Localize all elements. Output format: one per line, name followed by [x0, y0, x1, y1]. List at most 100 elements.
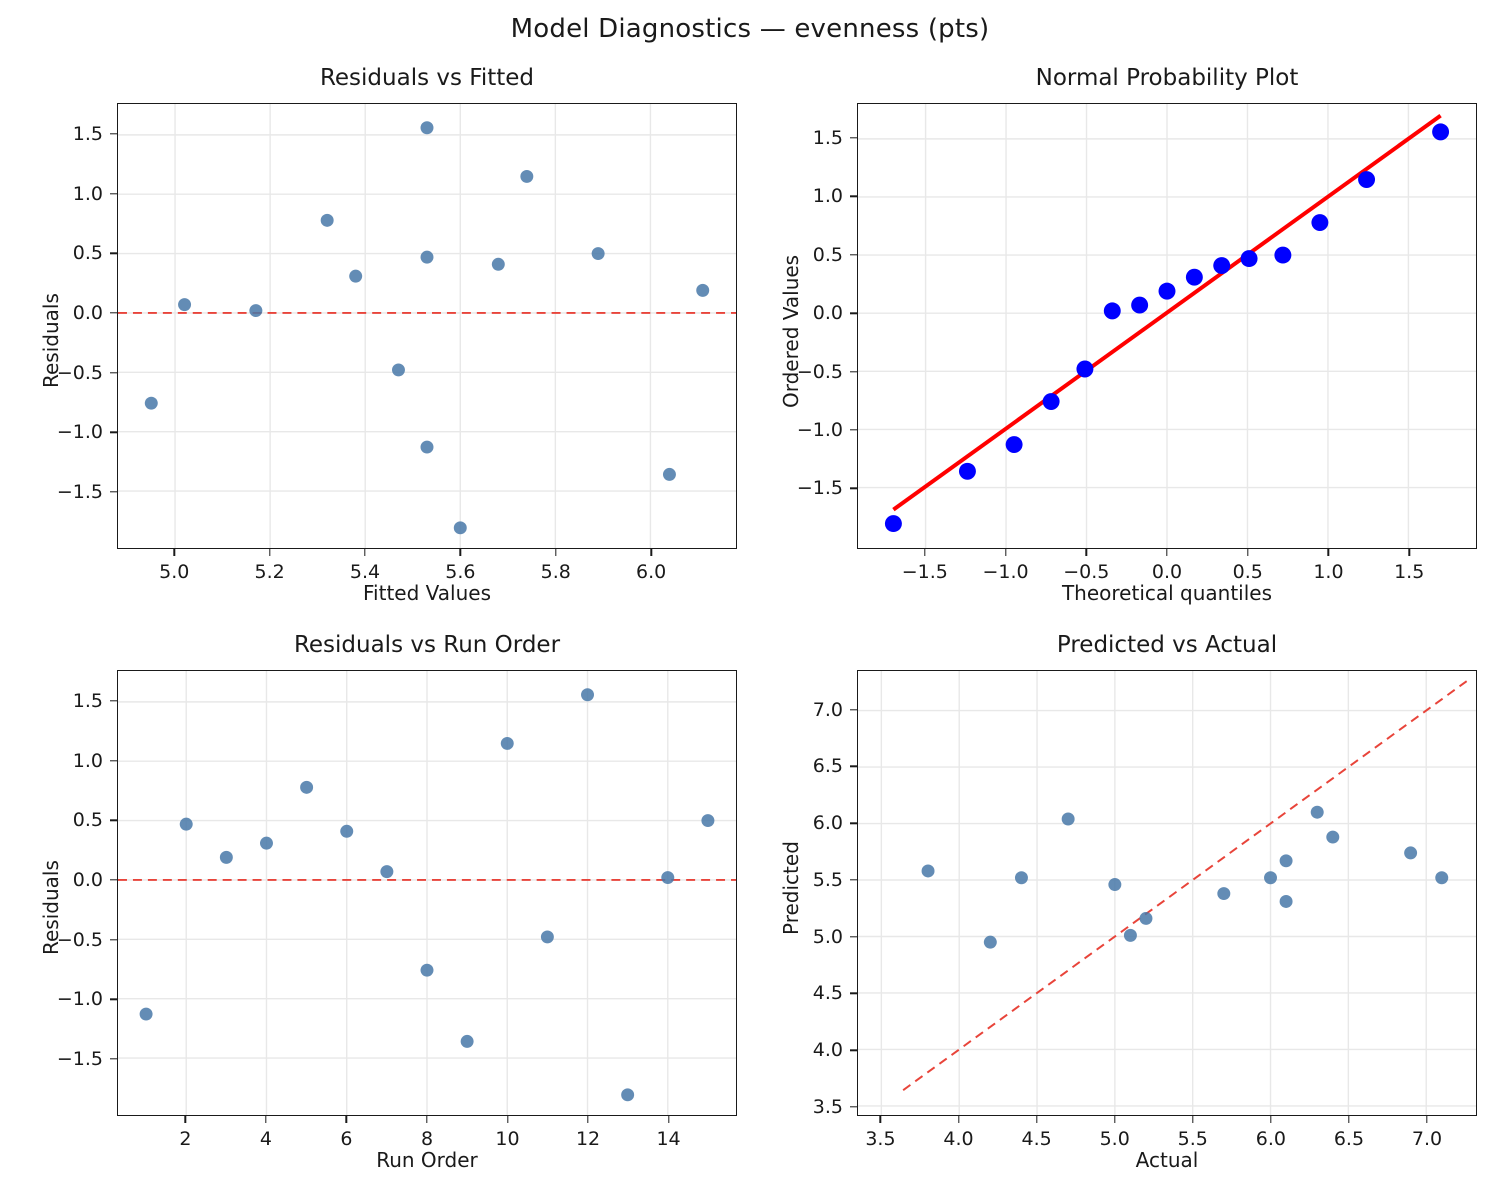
- x-tick-label: 6.0: [636, 561, 667, 583]
- y-tick-label: 0.5: [812, 243, 843, 266]
- y-tick-label: 6.0: [812, 812, 843, 835]
- x-tickmark: [924, 549, 926, 556]
- x-tickmark: [667, 1116, 670, 1123]
- y-tick-label: −1.5: [56, 480, 103, 503]
- y-tick-label: 1.5: [72, 123, 103, 145]
- panel-title-normal-probability-plot: Normal Probability Plot: [1035, 65, 1299, 91]
- panel-title-residuals-vs-fitted: Residuals vs Fitted: [319, 65, 535, 91]
- y-tick-label: −0.5: [56, 361, 103, 384]
- y-tick-label: 0.0: [72, 301, 103, 324]
- plot-canvas-normal-probability-plot: [858, 104, 1476, 548]
- y-tickmark: [850, 709, 857, 711]
- x-tick-label: 6: [340, 1128, 353, 1150]
- y-tickmark: [110, 700, 117, 702]
- y-tickmark: [110, 998, 117, 1000]
- x-tickmark: [1348, 1116, 1350, 1123]
- x-tick-label: 3.5: [865, 1128, 896, 1150]
- axes-normal-probability-plot: [857, 103, 1477, 549]
- y-tick-label: 0.0: [72, 868, 103, 891]
- x-tickmark: [1085, 549, 1087, 556]
- y-tick-label: 5.5: [812, 868, 843, 891]
- y-tick-label: 4.0: [812, 1039, 843, 1062]
- y-tickmark: [110, 371, 117, 374]
- x-tickmark: [587, 1116, 589, 1123]
- x-tickmark: [555, 549, 557, 556]
- y-tickmark: [850, 935, 857, 938]
- y-tick-label: 5.0: [812, 925, 843, 948]
- axes-residuals-vs-fitted: [117, 103, 737, 549]
- x-tickmark: [1192, 1116, 1194, 1123]
- y-tickmark: [110, 431, 117, 433]
- x-tickmark: [184, 1116, 187, 1123]
- y-tickmark: [110, 879, 117, 881]
- x-tickmark: [268, 549, 271, 556]
- y-tick-label: −0.5: [56, 928, 103, 951]
- y-tickmark: [850, 370, 857, 373]
- x-tickmark: [1408, 549, 1410, 556]
- axis-label-actual: Actual: [1135, 1148, 1199, 1172]
- y-tick-label: 1.5: [72, 690, 103, 712]
- axes-predicted-vs-actual: [857, 670, 1477, 1116]
- x-tickmark: [1113, 1116, 1116, 1123]
- x-tick-label: 5.6: [445, 561, 476, 583]
- axis-label-theoretical-quantiles: Theoretical quantiles: [1061, 581, 1273, 605]
- x-tick-label: 5.4: [349, 561, 381, 583]
- panel-residuals-vs-run-order: Residuals vs Run Order Run Order Residua…: [39, 632, 737, 1172]
- x-tick-label: 7.0: [1411, 1128, 1443, 1150]
- x-tick-label: 12: [575, 1128, 601, 1150]
- y-tick-label: −0.5: [796, 360, 843, 383]
- y-tick-label: 0.5: [72, 242, 103, 265]
- y-tickmark: [110, 252, 117, 254]
- x-tickmark: [1035, 1116, 1038, 1123]
- x-tickmark: [364, 549, 366, 556]
- x-tick-label: 5.0: [159, 561, 190, 583]
- x-tick-label: −1.5: [901, 561, 948, 583]
- y-tick-label: 1.0: [72, 749, 103, 772]
- y-tick-label: 1.5: [812, 127, 843, 150]
- y-tick-label: 1.0: [812, 185, 843, 208]
- y-tickmark: [850, 195, 857, 198]
- y-tick-label: 7.0: [812, 698, 843, 721]
- y-tickmark: [110, 192, 117, 195]
- plot-canvas-residuals-vs-fitted: [118, 104, 736, 548]
- x-tick-label: 1.0: [1313, 561, 1344, 583]
- x-tick-label: −1.0: [982, 561, 1029, 583]
- x-tick-label: 14: [656, 1128, 681, 1150]
- y-tick-label: 6.5: [812, 755, 843, 778]
- y-tickmark: [110, 312, 117, 314]
- x-tick-label: 4.0: [943, 1128, 974, 1150]
- x-tickmark: [650, 549, 652, 556]
- panel-residuals-vs-fitted: Residuals vs Fitted Fitted Values Residu…: [39, 65, 737, 605]
- y-tickmark: [850, 254, 857, 256]
- y-tickmark: [850, 1106, 857, 1108]
- y-tickmark: [850, 137, 857, 139]
- x-tickmark: [1247, 549, 1249, 556]
- y-tick-label: −1.5: [56, 1047, 103, 1070]
- plot-canvas-residuals-vs-run-order: [118, 671, 736, 1115]
- x-tickmark: [506, 1116, 509, 1123]
- x-tickmark: [426, 1116, 428, 1123]
- y-tickmark: [850, 1049, 857, 1051]
- y-tickmark: [850, 312, 857, 314]
- y-tick-label: 1.0: [72, 182, 103, 205]
- y-tickmark: [850, 879, 857, 881]
- x-tickmark: [265, 1116, 267, 1123]
- x-tickmark: [345, 1116, 348, 1123]
- x-tick-label: 5.8: [540, 561, 571, 583]
- y-tickmark: [850, 822, 857, 824]
- x-tickmark: [1327, 549, 1330, 556]
- x-tickmark: [459, 549, 462, 556]
- axis-label-fitted-values: Fitted Values: [363, 581, 491, 605]
- y-tick-label: −1.0: [56, 421, 103, 444]
- axis-label-run-order: Run Order: [376, 1148, 478, 1172]
- x-tick-label: 5.0: [1099, 1128, 1130, 1150]
- y-tickmark: [850, 765, 857, 768]
- y-tick-label: 0.0: [812, 302, 843, 325]
- x-tick-label: 4: [259, 1128, 272, 1150]
- y-tickmark: [850, 429, 857, 431]
- y-tick-label: 3.5: [812, 1095, 843, 1118]
- axis-label-ordered-values: Ordered Values: [779, 254, 803, 408]
- x-tick-label: 1.5: [1394, 561, 1425, 583]
- y-tickmark: [850, 487, 857, 489]
- y-tickmark: [110, 759, 117, 762]
